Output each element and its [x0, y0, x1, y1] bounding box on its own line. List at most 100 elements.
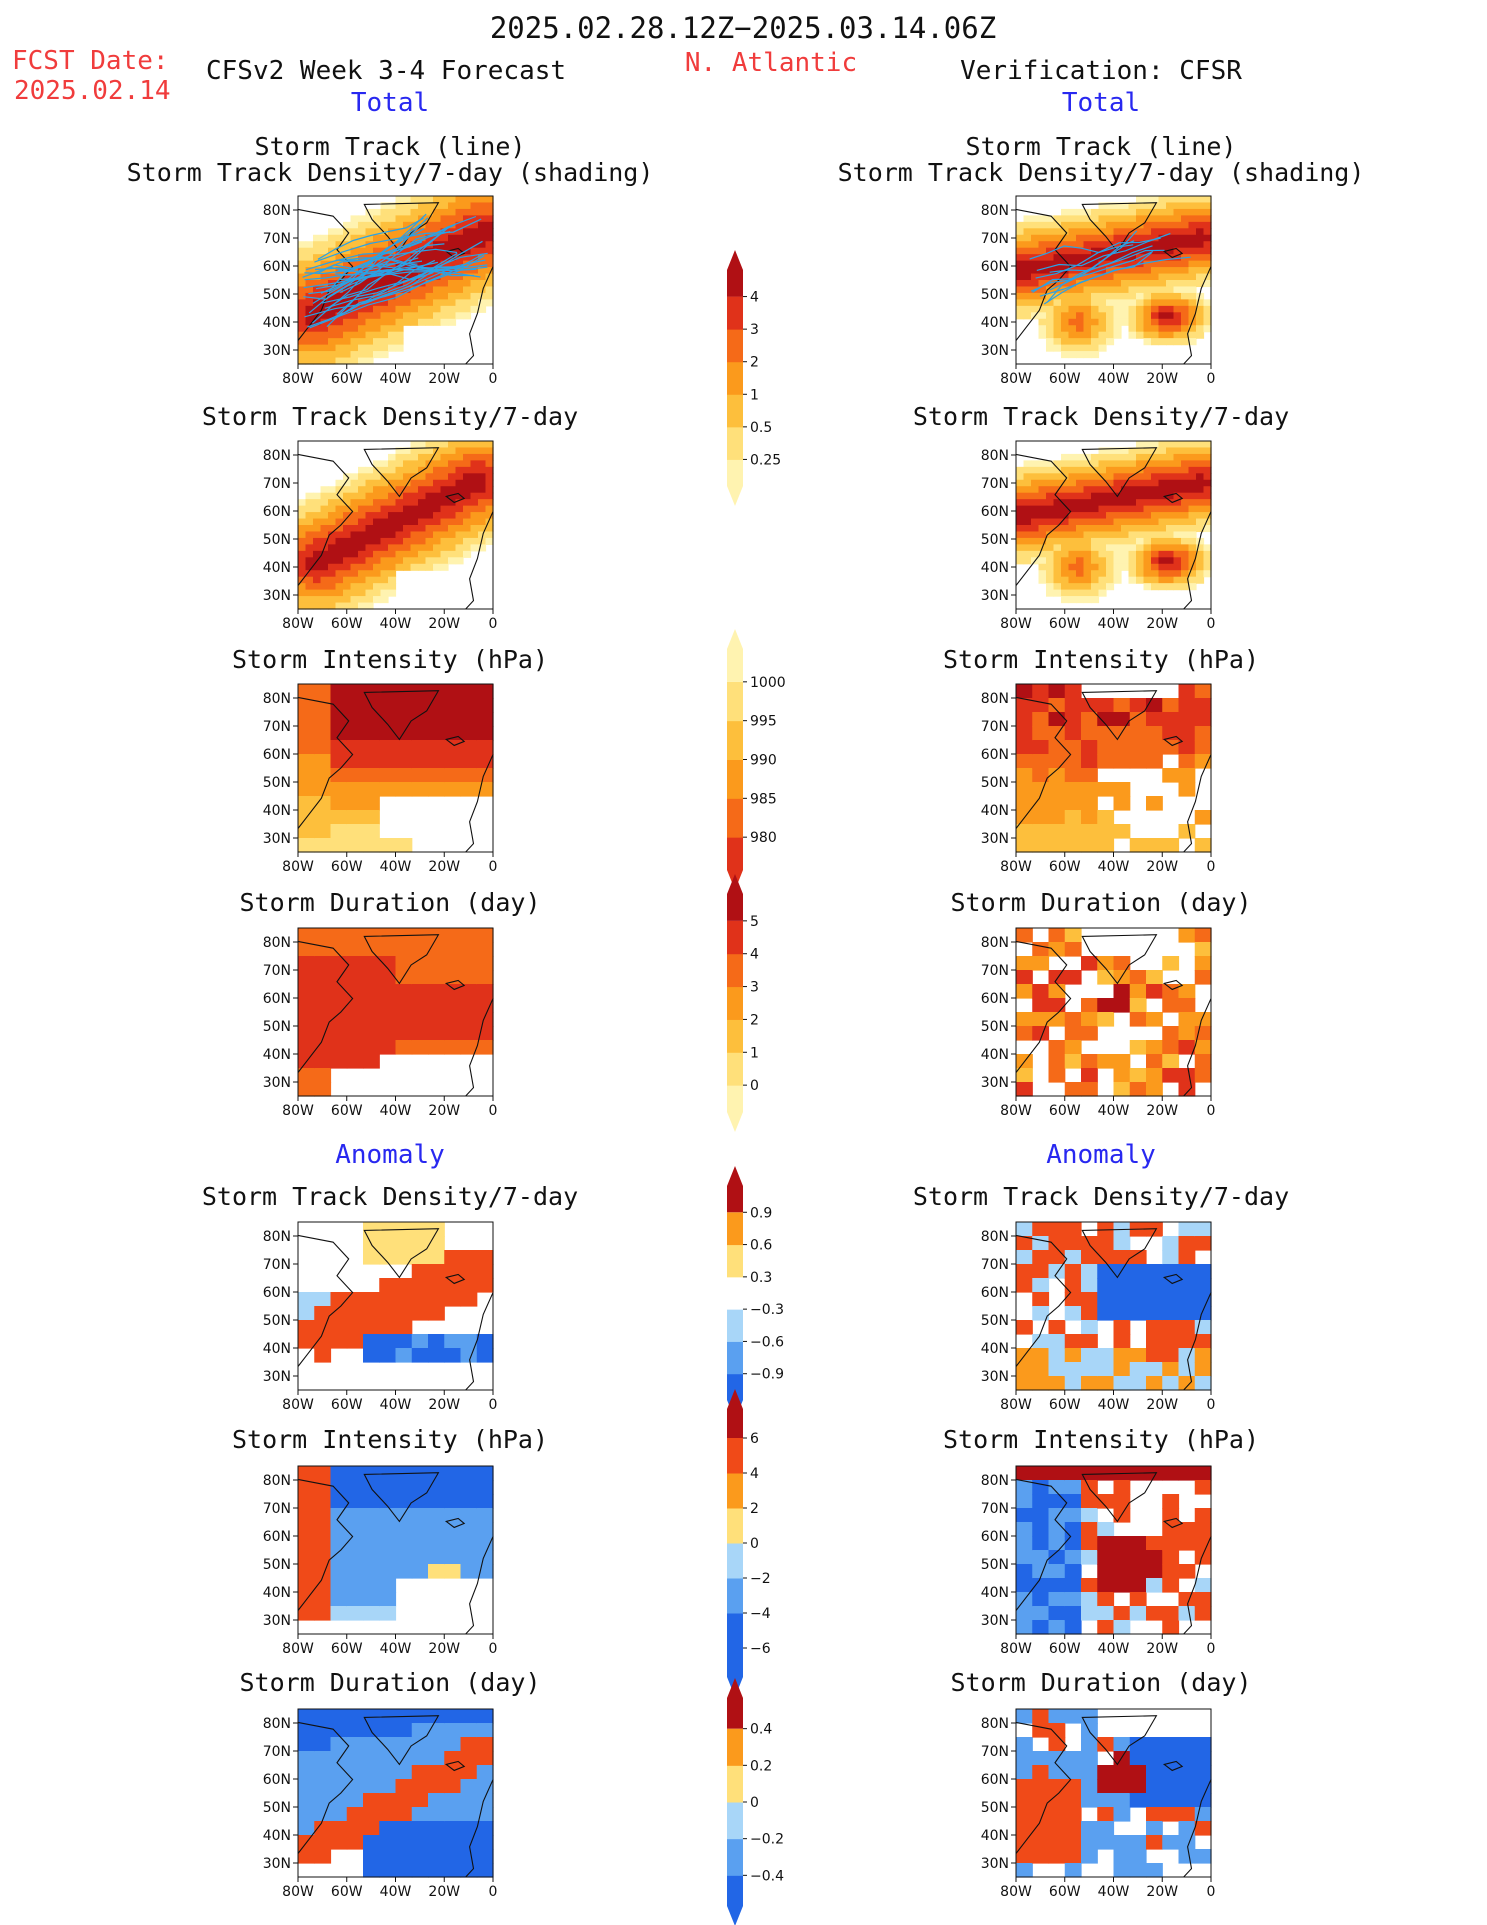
heatmap-cell [1162, 1320, 1180, 1335]
heatmap-cell [1162, 740, 1180, 755]
heatmap-cell [1129, 1592, 1147, 1607]
heatmap-cell [440, 518, 449, 526]
heatmap-cell [365, 518, 374, 526]
heatmap-cell [1162, 1835, 1180, 1850]
heatmap-cell [388, 570, 397, 578]
heatmap-cell [363, 712, 380, 727]
heatmap-cell [1032, 1849, 1050, 1864]
heatmap-cell [1196, 537, 1205, 545]
heatmap-cell [418, 512, 427, 520]
heatmap-cell [373, 351, 382, 359]
heatmap-cell [1053, 299, 1062, 307]
heatmap-cell [1031, 247, 1040, 255]
heatmap-cell [1081, 1264, 1098, 1279]
heatmap-cell [1128, 531, 1137, 539]
heatmap-cell [411, 998, 429, 1013]
heatmap-cell [1064, 1334, 1082, 1349]
heatmap-cell [1181, 447, 1190, 455]
heatmap-cell [1097, 824, 1115, 839]
heatmap-cell [1146, 1765, 1163, 1780]
heatmap-cell [373, 505, 382, 513]
storm-track-line [337, 240, 483, 318]
heatmap-cell [1178, 740, 1196, 755]
y-tick-label: 80N [981, 448, 1009, 464]
heatmap-cell [346, 1536, 364, 1551]
panel-title: Storm Duration (day) [239, 1668, 541, 1697]
heatmap-cell [1194, 1466, 1212, 1481]
heatmap-cell [1032, 740, 1050, 755]
heatmap-cell [1173, 325, 1182, 333]
heatmap-cell [1083, 460, 1092, 468]
heatmap-cell [358, 518, 367, 526]
heatmap-cell [1048, 1793, 1066, 1808]
heatmap-cell [410, 215, 419, 223]
heatmap-cell [350, 357, 359, 365]
heatmap-cell [314, 1550, 332, 1565]
heatmap-cell [1098, 492, 1107, 500]
heatmap-cell [380, 550, 389, 558]
heatmap-cell [346, 1723, 364, 1738]
heatmap-cell [425, 518, 434, 526]
heatmap-cell [1053, 479, 1062, 487]
heatmap-cell [380, 305, 389, 313]
heatmap-cell [485, 196, 494, 204]
heatmap-cell [1076, 208, 1085, 216]
heatmap-cell [330, 970, 348, 985]
heatmap-cell [305, 499, 314, 507]
heatmap-cell [1023, 505, 1032, 513]
heatmap-cell [313, 537, 322, 545]
heatmap-cell [1076, 228, 1085, 236]
heatmap-cell [363, 1821, 380, 1836]
heatmap-cell [1162, 1536, 1180, 1551]
heatmap-cell [1046, 557, 1055, 565]
heatmap-cell [1098, 473, 1107, 481]
heatmap-cell [460, 1508, 478, 1523]
heatmap-cell [1038, 318, 1047, 326]
heatmap-cell [1203, 486, 1212, 494]
heatmap-cell [1158, 550, 1167, 558]
heatmap-cell [1128, 447, 1137, 455]
heatmap-cell [444, 1793, 462, 1808]
heatmap-cell [444, 1807, 462, 1822]
heatmap-cell [350, 351, 359, 359]
colorbar-label: −6 [750, 1641, 771, 1657]
heatmap-cell [1188, 576, 1197, 584]
heatmap-cell [1061, 531, 1070, 539]
heatmap-cell [1061, 234, 1070, 242]
x-tick-label: 40W [380, 371, 412, 387]
heatmap-cell [1188, 221, 1197, 229]
heatmap-cell [1081, 1292, 1098, 1307]
heatmap-cell [314, 1793, 332, 1808]
heatmap-cell [1032, 1480, 1050, 1495]
heatmap-cell [1128, 544, 1137, 552]
heatmap-cell [1038, 512, 1047, 520]
heatmap-cell [320, 492, 329, 500]
heatmap-cell [1032, 1606, 1050, 1621]
heatmap-cell [1097, 1522, 1115, 1537]
heatmap-cell [1046, 499, 1055, 507]
heatmap-cell [298, 796, 315, 811]
heatmap-cell [1113, 241, 1122, 249]
heatmap-cell [1038, 531, 1047, 539]
heatmap-cell [444, 1348, 462, 1363]
heatmap-cell [1162, 726, 1180, 741]
heatmap-cell [1151, 208, 1160, 216]
heatmap-cell [425, 466, 434, 474]
heatmap-cell [330, 1835, 348, 1850]
heatmap-cell [1151, 460, 1160, 468]
heatmap-cell [1181, 228, 1190, 236]
heatmap-cell [1178, 1222, 1196, 1237]
heatmap-cell [476, 998, 494, 1013]
colorbar-label: −0.3 [750, 1302, 784, 1318]
heatmap-cell [485, 486, 494, 494]
heatmap-cell [1196, 292, 1205, 300]
heatmap-cell [1106, 563, 1115, 571]
heatmap-cell [1129, 970, 1147, 985]
heatmap-cell [428, 1494, 445, 1509]
colorbar-segment [727, 986, 743, 1020]
heatmap-cell [1181, 512, 1190, 520]
heatmap-cell [444, 1480, 462, 1495]
heatmap-cell [428, 740, 445, 755]
heatmap-cell [478, 273, 487, 281]
heatmap-cell [298, 956, 315, 971]
